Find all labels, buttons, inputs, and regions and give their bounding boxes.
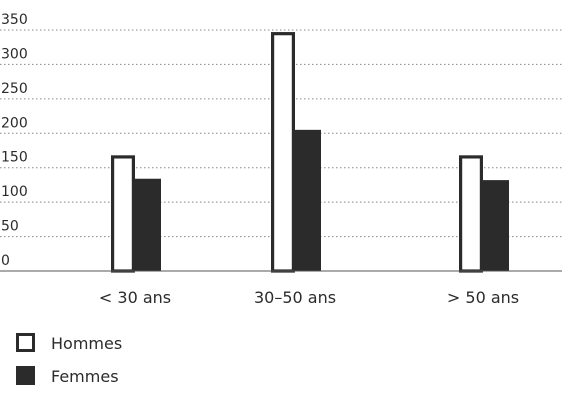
y-tick-label: 300 bbox=[1, 46, 28, 62]
legend-swatch-hommes bbox=[16, 333, 35, 352]
bar-hommes bbox=[110, 155, 135, 273]
x-category-label: > 50 ans bbox=[447, 288, 519, 307]
bar-femmes bbox=[295, 129, 321, 271]
y-tick-label: 250 bbox=[1, 81, 28, 97]
y-tick-label: 100 bbox=[1, 184, 28, 200]
y-tick-label: 150 bbox=[1, 150, 28, 166]
bar-femmes bbox=[483, 180, 509, 271]
x-category-label: < 30 ans bbox=[99, 288, 171, 307]
legend: Hommes Femmes bbox=[16, 333, 122, 386]
y-axis-ticks: 0 50 100 150 200 250 300 350 bbox=[1, 12, 28, 269]
bar-femmes bbox=[135, 178, 161, 271]
y-tick-label: 0 bbox=[1, 253, 10, 269]
bar-hommes bbox=[459, 155, 484, 273]
y-tick-label: 50 bbox=[1, 219, 19, 235]
legend-label: Femmes bbox=[51, 367, 119, 386]
x-axis-labels: < 30 ans 30–50 ans > 50 ans bbox=[99, 288, 519, 307]
x-category-label: 30–50 ans bbox=[254, 288, 336, 307]
y-tick-label: 200 bbox=[1, 115, 28, 131]
bar-hommes bbox=[271, 32, 296, 273]
legend-swatch-femmes bbox=[16, 366, 35, 385]
bars bbox=[110, 32, 509, 273]
y-tick-label: 350 bbox=[1, 12, 28, 28]
legend-label: Hommes bbox=[51, 334, 122, 353]
